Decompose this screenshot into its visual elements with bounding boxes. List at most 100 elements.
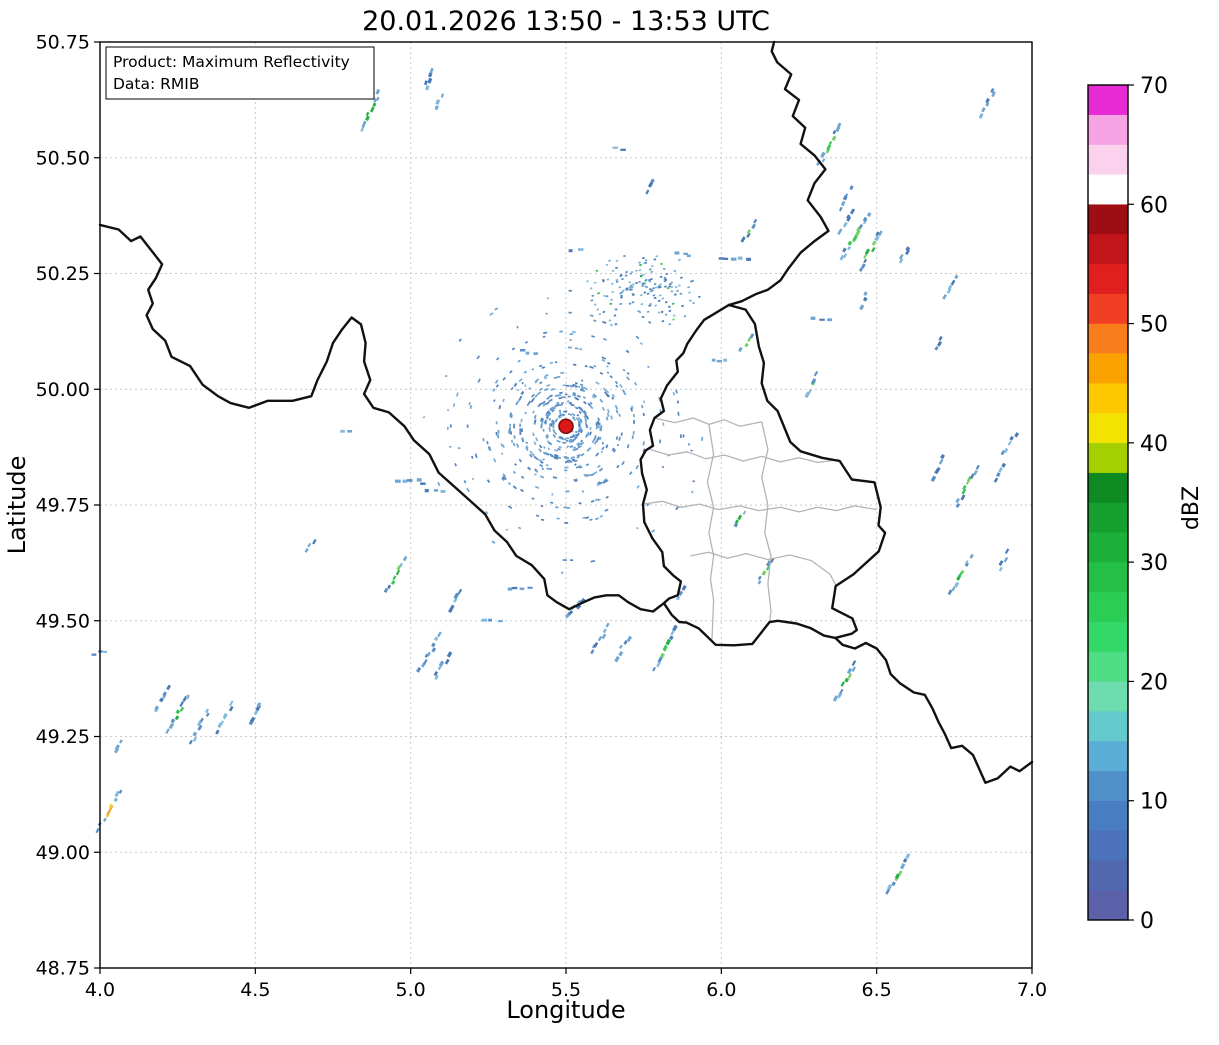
echo-pixel [679,434,682,439]
echo-pixel [595,452,600,457]
echo-pixel [512,423,516,426]
echo-pixel [584,516,590,520]
echo-pixel [532,432,535,437]
echo-pixel [612,146,618,149]
y-tick-label: 49.75 [36,495,90,517]
echo-pixel [533,455,538,460]
echo-pixel [683,252,688,255]
echo-pixel [827,318,832,322]
echo-pixel [533,352,538,355]
echo-pixel [602,387,607,392]
echo-pixel [597,291,600,295]
echo-pixel [757,575,762,581]
echo-pixel [556,401,559,405]
echo-pixel [671,302,675,306]
echo-pixel [894,873,901,880]
echo-pixel [633,419,636,424]
echo-pixel [615,266,618,269]
echo-pixel [639,275,643,278]
echo-pixel [863,258,868,264]
echo-pixel [661,465,665,469]
echo-pixel [559,411,562,415]
echo-pixel [623,391,627,396]
echo-pixel [601,358,606,363]
echo-pixel [611,396,615,400]
echo-pixel [481,618,488,622]
echo-pixel [940,454,945,460]
region-border-path [761,421,772,623]
axis-ticks: 4.0 4.5 5.0 5.5 6.0 6.5 7.0 48.75 49.00 49.25 49.5… [36,32,1048,1002]
echo-pixel [566,459,571,462]
echo-pixel [434,105,439,111]
echo-pixel [457,588,463,595]
echo-pixel [621,290,624,293]
echo-pixel [572,417,577,422]
echo-pixel [596,464,601,469]
echo-pixel [560,371,565,374]
echo-pixel [599,514,604,518]
echo-pixel [656,662,661,668]
echo-pixel [492,388,496,392]
echo-pixel [539,364,543,368]
echo-pixel [858,267,864,272]
echo-pixel [828,140,833,146]
echo-pixel [179,700,185,707]
echo-pixel [525,446,529,451]
echo-pixel [519,587,525,591]
echo-pixel [616,444,620,446]
echo-pixel [615,280,619,283]
echo-pixel [628,302,632,305]
echo-pixel [520,390,525,395]
echo-pixel [114,744,121,751]
colorbar-segment [1087,830,1129,861]
echo-pixel [422,659,428,666]
echo-pixel [406,479,413,482]
info-box-frame [105,46,375,100]
echo-pixel [558,396,563,400]
echo-pixel [602,320,607,324]
echo-pixel [396,565,402,571]
echo-pixel [599,371,604,375]
echo-pixel [159,697,164,703]
echo-pixel [571,413,576,417]
echo-pixel [594,498,599,502]
echo-pixel [961,488,967,495]
echo-pixel [593,303,597,306]
echo-pixel [552,433,557,438]
echo-pixel [253,709,259,716]
echo-pixel [119,739,123,744]
echo-pixel [629,272,632,275]
echo-pixel [591,395,596,399]
echo-pixel [509,370,513,374]
echo-pixel [192,736,198,742]
echo-pixel [446,651,453,658]
echo-pixel [574,436,578,440]
echo-pixel [744,342,749,348]
echo-pixel [601,441,604,445]
echo-pixel [654,304,658,307]
echo-pixel [455,392,459,397]
echo-pixel [525,445,529,449]
echo-pixel [493,399,496,402]
x-axis-label: Longitude [506,996,625,1024]
echo-pixel [476,355,481,360]
echo-pixel [545,410,550,415]
echo-pixel [598,481,603,485]
echo-pixel [668,309,672,313]
echo-pixel [516,325,519,329]
echo-pixel [452,403,456,408]
echo-pixel [648,280,652,283]
colorbar-tick-label: 40 [1140,432,1168,457]
echo-pixel [592,393,598,398]
echo-pixel [605,622,610,628]
echo-pixel [599,398,604,403]
echo-pixel [546,434,550,438]
echo-pixel [555,506,559,509]
echo-pixel [511,347,516,351]
echo-pixel [543,446,546,449]
echo-pixel [593,642,599,648]
echo-pixel [486,479,491,484]
echo-pixel [540,424,543,429]
echo-pixel [668,285,671,288]
echo-pixel [631,435,634,440]
